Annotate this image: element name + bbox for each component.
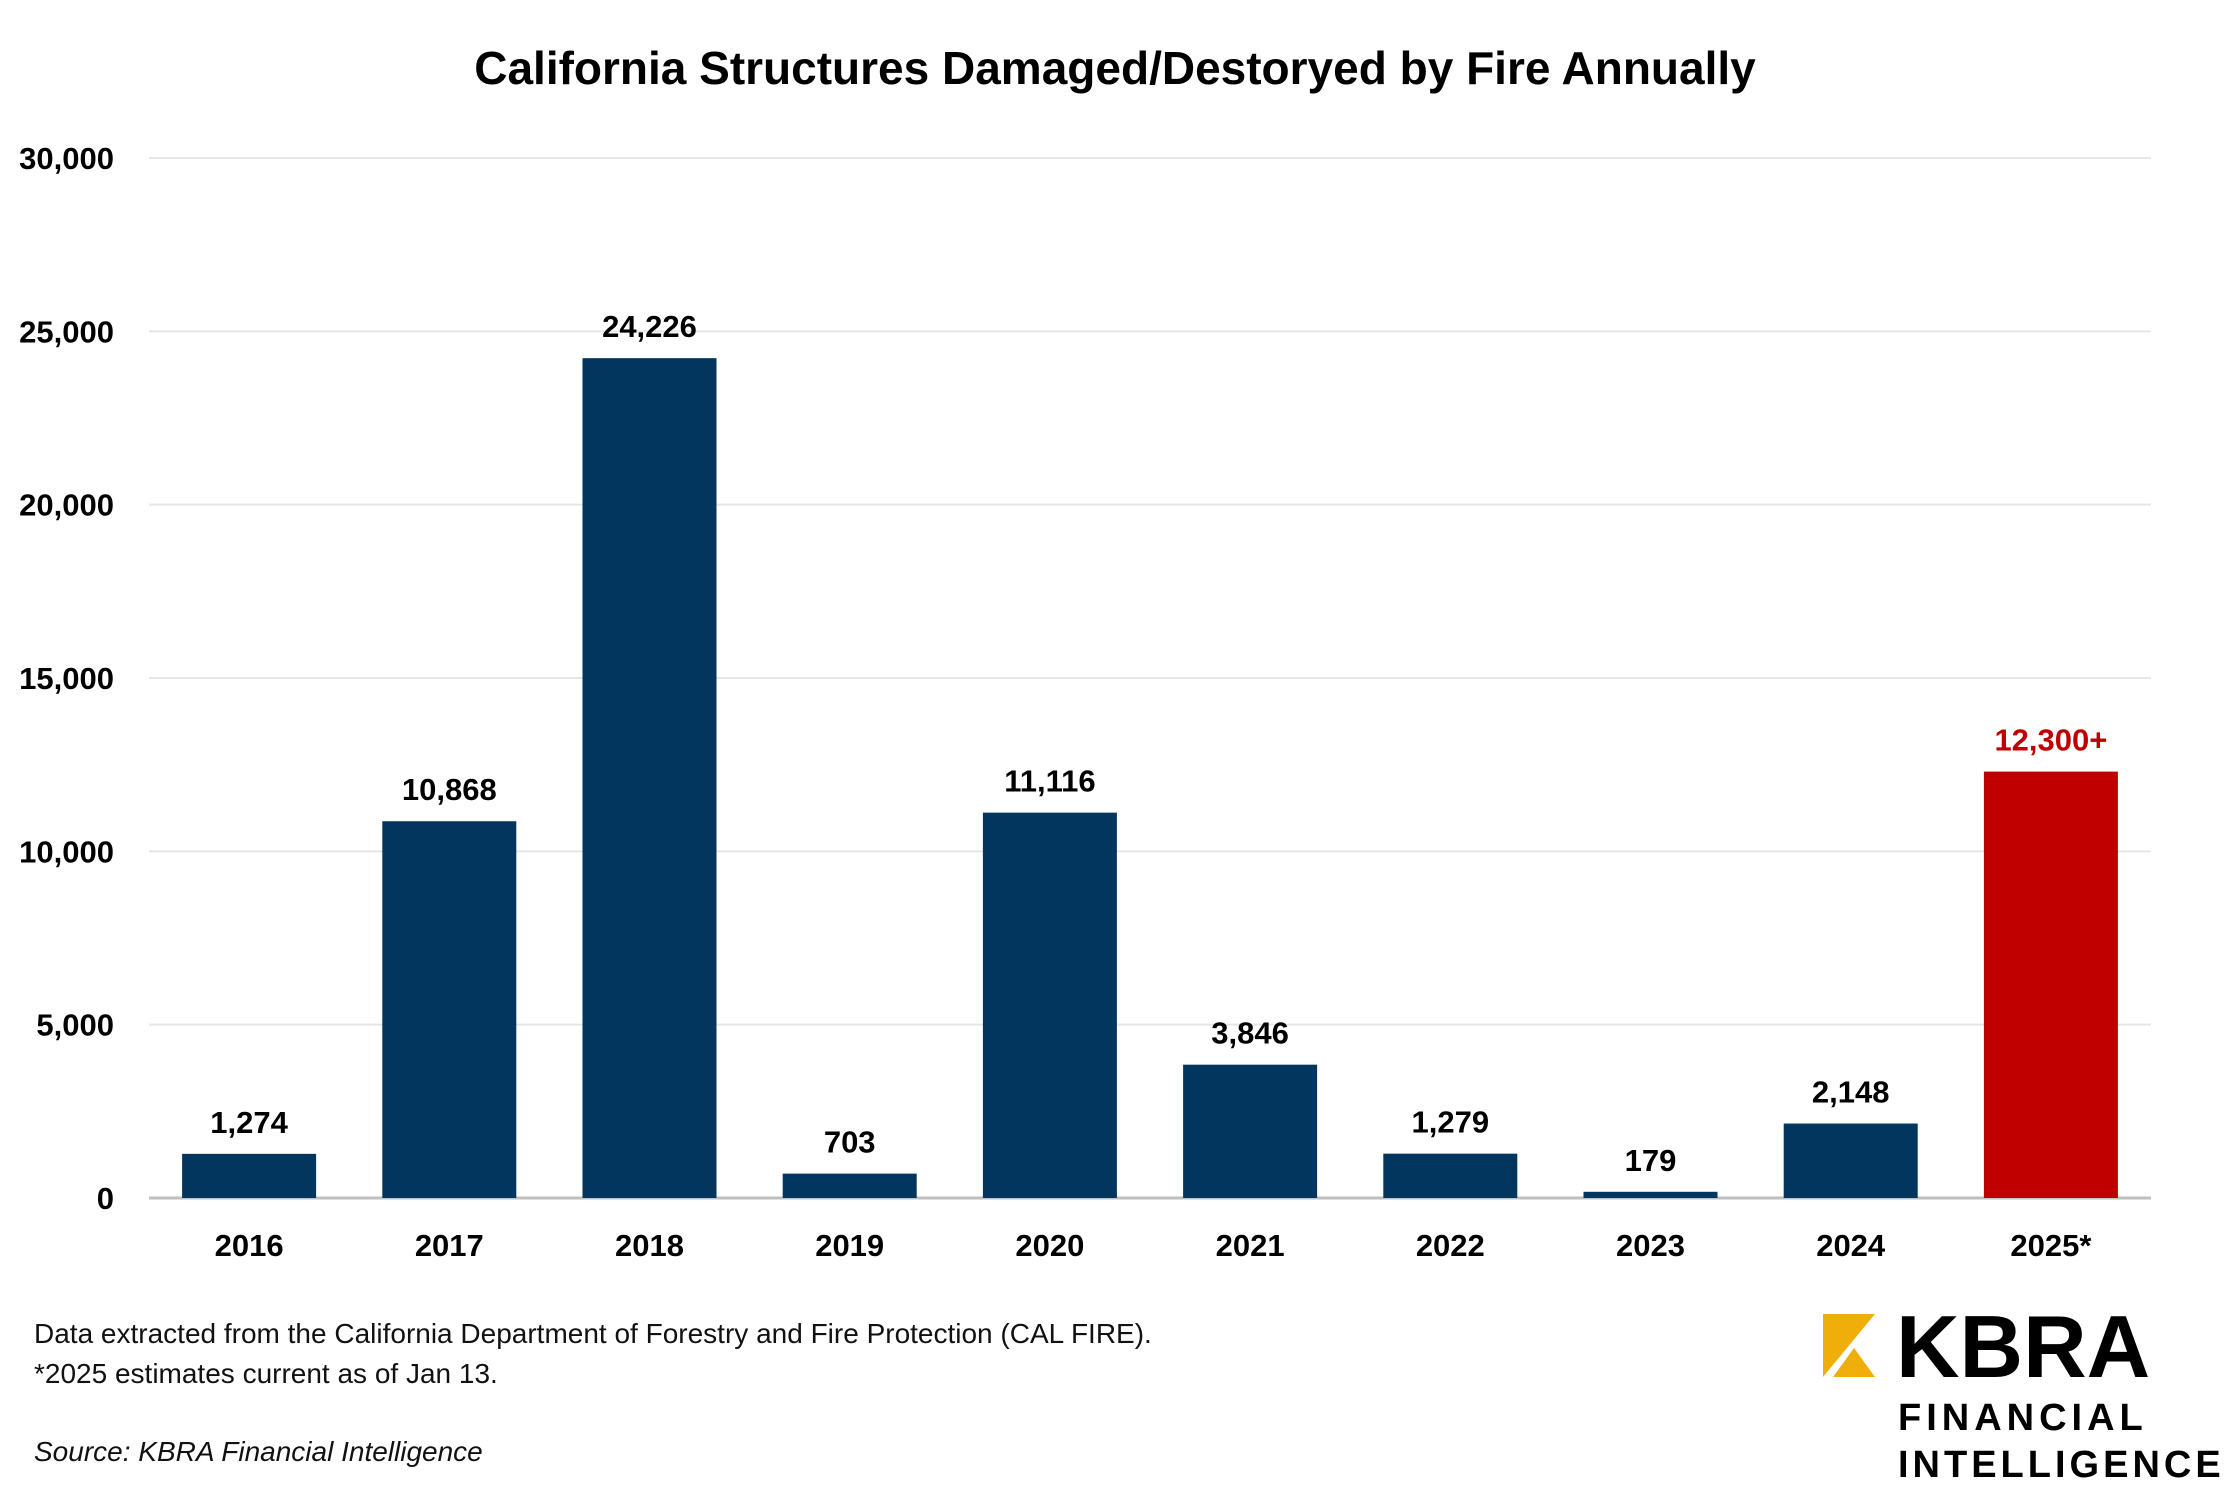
bar-2023 (1583, 1191, 1718, 1198)
data-label: 1,279 (1412, 1105, 1490, 1140)
data-label: 179 (1625, 1143, 1677, 1178)
data-label: 12,300+ (1994, 723, 2107, 758)
data-label: 703 (824, 1125, 876, 1160)
data-label: 11,116 (1004, 764, 1095, 799)
bar-2019 (782, 1173, 917, 1198)
bar-2021 (1183, 1064, 1318, 1198)
bar-2020 (982, 812, 1117, 1198)
x-tick-label: 2024 (1816, 1228, 1886, 1263)
data-label: 24,226 (602, 309, 697, 344)
logo-kbra: KBRA (1896, 1300, 2150, 1396)
bar-2017 (382, 821, 517, 1198)
data-label: 10,868 (402, 772, 497, 807)
x-tick-label: 2020 (1015, 1228, 1084, 1263)
y-tick-label: 30,000 (19, 141, 114, 176)
y-tick-label: 5,000 (36, 1008, 114, 1043)
data-label: 2,148 (1812, 1075, 1890, 1110)
bar-chart: California Structures Damaged/Destoryed … (19, 42, 2151, 1263)
bar-2022 (1383, 1153, 1518, 1198)
logo-mark-icon (1833, 1348, 1875, 1377)
logo-intelligence: INTELLIGENCE (1898, 1444, 2225, 1486)
y-tick-label: 10,000 (19, 834, 114, 869)
y-tick-label: 0 (97, 1181, 114, 1216)
x-tick-label: 2025* (2010, 1228, 2092, 1263)
data-label: 1,274 (210, 1105, 288, 1140)
x-tick-label: 2021 (1216, 1228, 1285, 1263)
source-note: Source: KBRA Financial Intelligence (34, 1436, 483, 1467)
x-tick-label: 2023 (1616, 1228, 1685, 1263)
x-tick-label: 2016 (215, 1228, 284, 1263)
bar-2018 (582, 358, 717, 1198)
chart-title: California Structures Damaged/Destoryed … (474, 42, 1756, 94)
x-tick-label: 2017 (415, 1228, 484, 1263)
footnote-estimate: *2025 estimates current as of Jan 13. (34, 1358, 498, 1389)
x-tick-label: 2019 (815, 1228, 884, 1263)
bar-2016 (182, 1153, 317, 1198)
footnote-data-source: Data extracted from the California Depar… (34, 1318, 1152, 1349)
y-tick-label: 20,000 (19, 488, 114, 523)
x-tick-label: 2022 (1416, 1228, 1485, 1263)
bar-2024 (1783, 1123, 1918, 1198)
logo-financial: FINANCIAL (1898, 1397, 2148, 1439)
y-tick-label: 15,000 (19, 661, 114, 696)
data-label: 3,846 (1211, 1016, 1289, 1051)
y-tick-label: 25,000 (19, 314, 114, 349)
logo-mark-icon (1823, 1314, 1875, 1377)
kbra-logo: KBRA FINANCIAL INTELLIGENCE (1823, 1300, 2225, 1486)
x-tick-label: 2018 (615, 1228, 684, 1263)
bar-2025* (1983, 771, 2118, 1198)
